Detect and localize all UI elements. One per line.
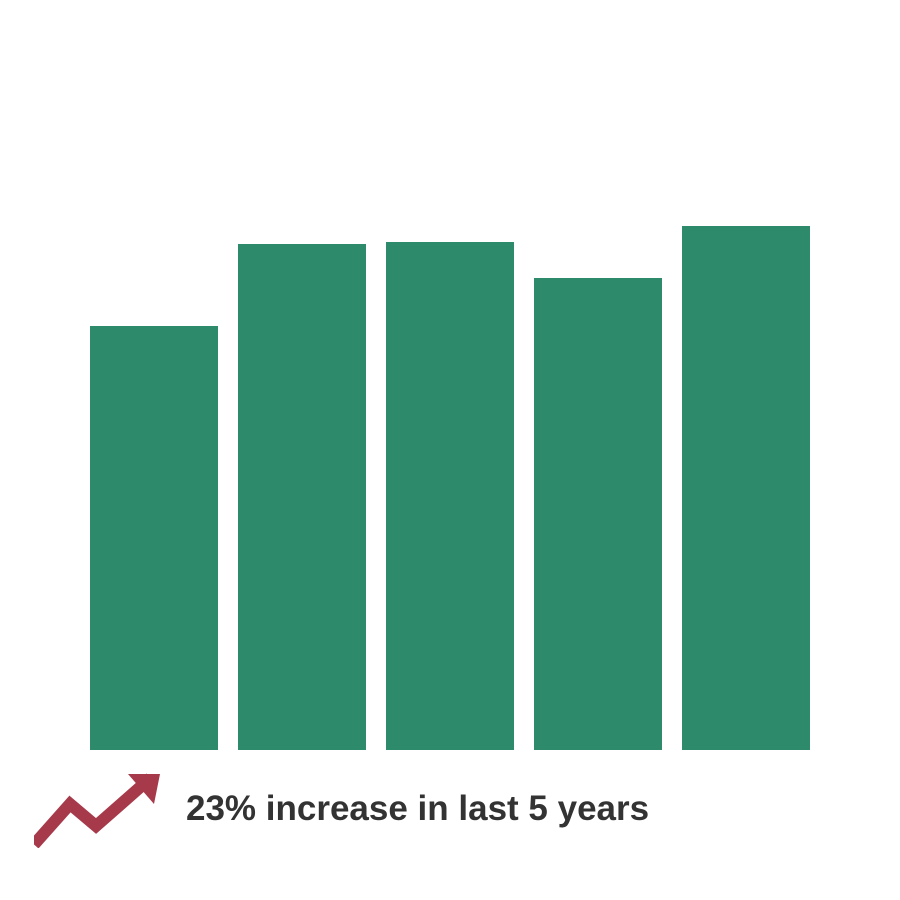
- bar-2020: 20204,560: [534, 278, 662, 750]
- bar-2019: 20194,905: [386, 242, 514, 750]
- trend-up-icon: [34, 770, 164, 848]
- bar-2018: 20184,888: [238, 244, 366, 750]
- caption-text: 23% increase in last 5 years: [186, 789, 649, 829]
- bar-chart: 20174,10020184,88820194,90520204,5602021…: [90, 226, 810, 750]
- bar-2021: 20215,059: [682, 226, 810, 750]
- bar-2017: 20174,100: [90, 326, 218, 750]
- caption-row: 23% increase in last 5 years: [34, 770, 850, 848]
